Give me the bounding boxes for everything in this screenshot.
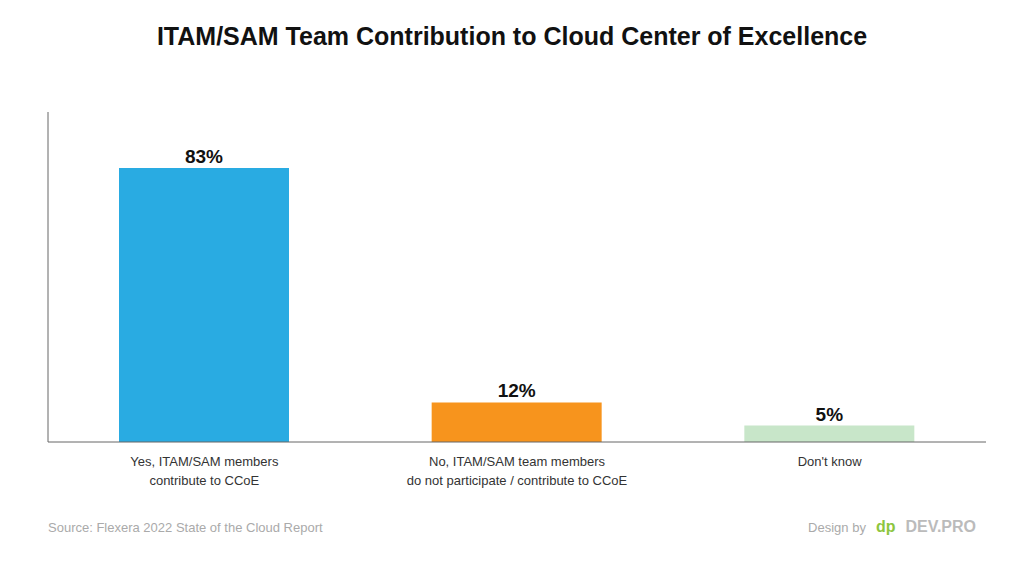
svg-text:12%: 12% — [498, 380, 536, 401]
html-text:dp: dp — [875, 518, 896, 535]
svg-text:No, ITAM/SAM team membersdo no: No, ITAM/SAM team membersdo not particip… — [407, 454, 628, 488]
html-text:Design by: Design by — [808, 520, 866, 535]
html-text:DEV.PRO: DEV.PRO — [905, 518, 976, 535]
svg-text:Yes, ITAM/SAM memberscontribut: Yes, ITAM/SAM memberscontribute to CCoE — [130, 454, 279, 488]
svg-text:Don't know: Don't know — [798, 454, 863, 469]
html-text:ITAM/SAM Team Contribution to: ITAM/SAM Team Contribution to Cloud Cent… — [156, 22, 868, 50]
html-text:Source: Flexera 2022 State of: Source: Flexera 2022 State of the Cloud … — [48, 520, 323, 535]
svg-text:5%: 5% — [816, 404, 844, 425]
svg-text:83%: 83% — [185, 146, 223, 167]
